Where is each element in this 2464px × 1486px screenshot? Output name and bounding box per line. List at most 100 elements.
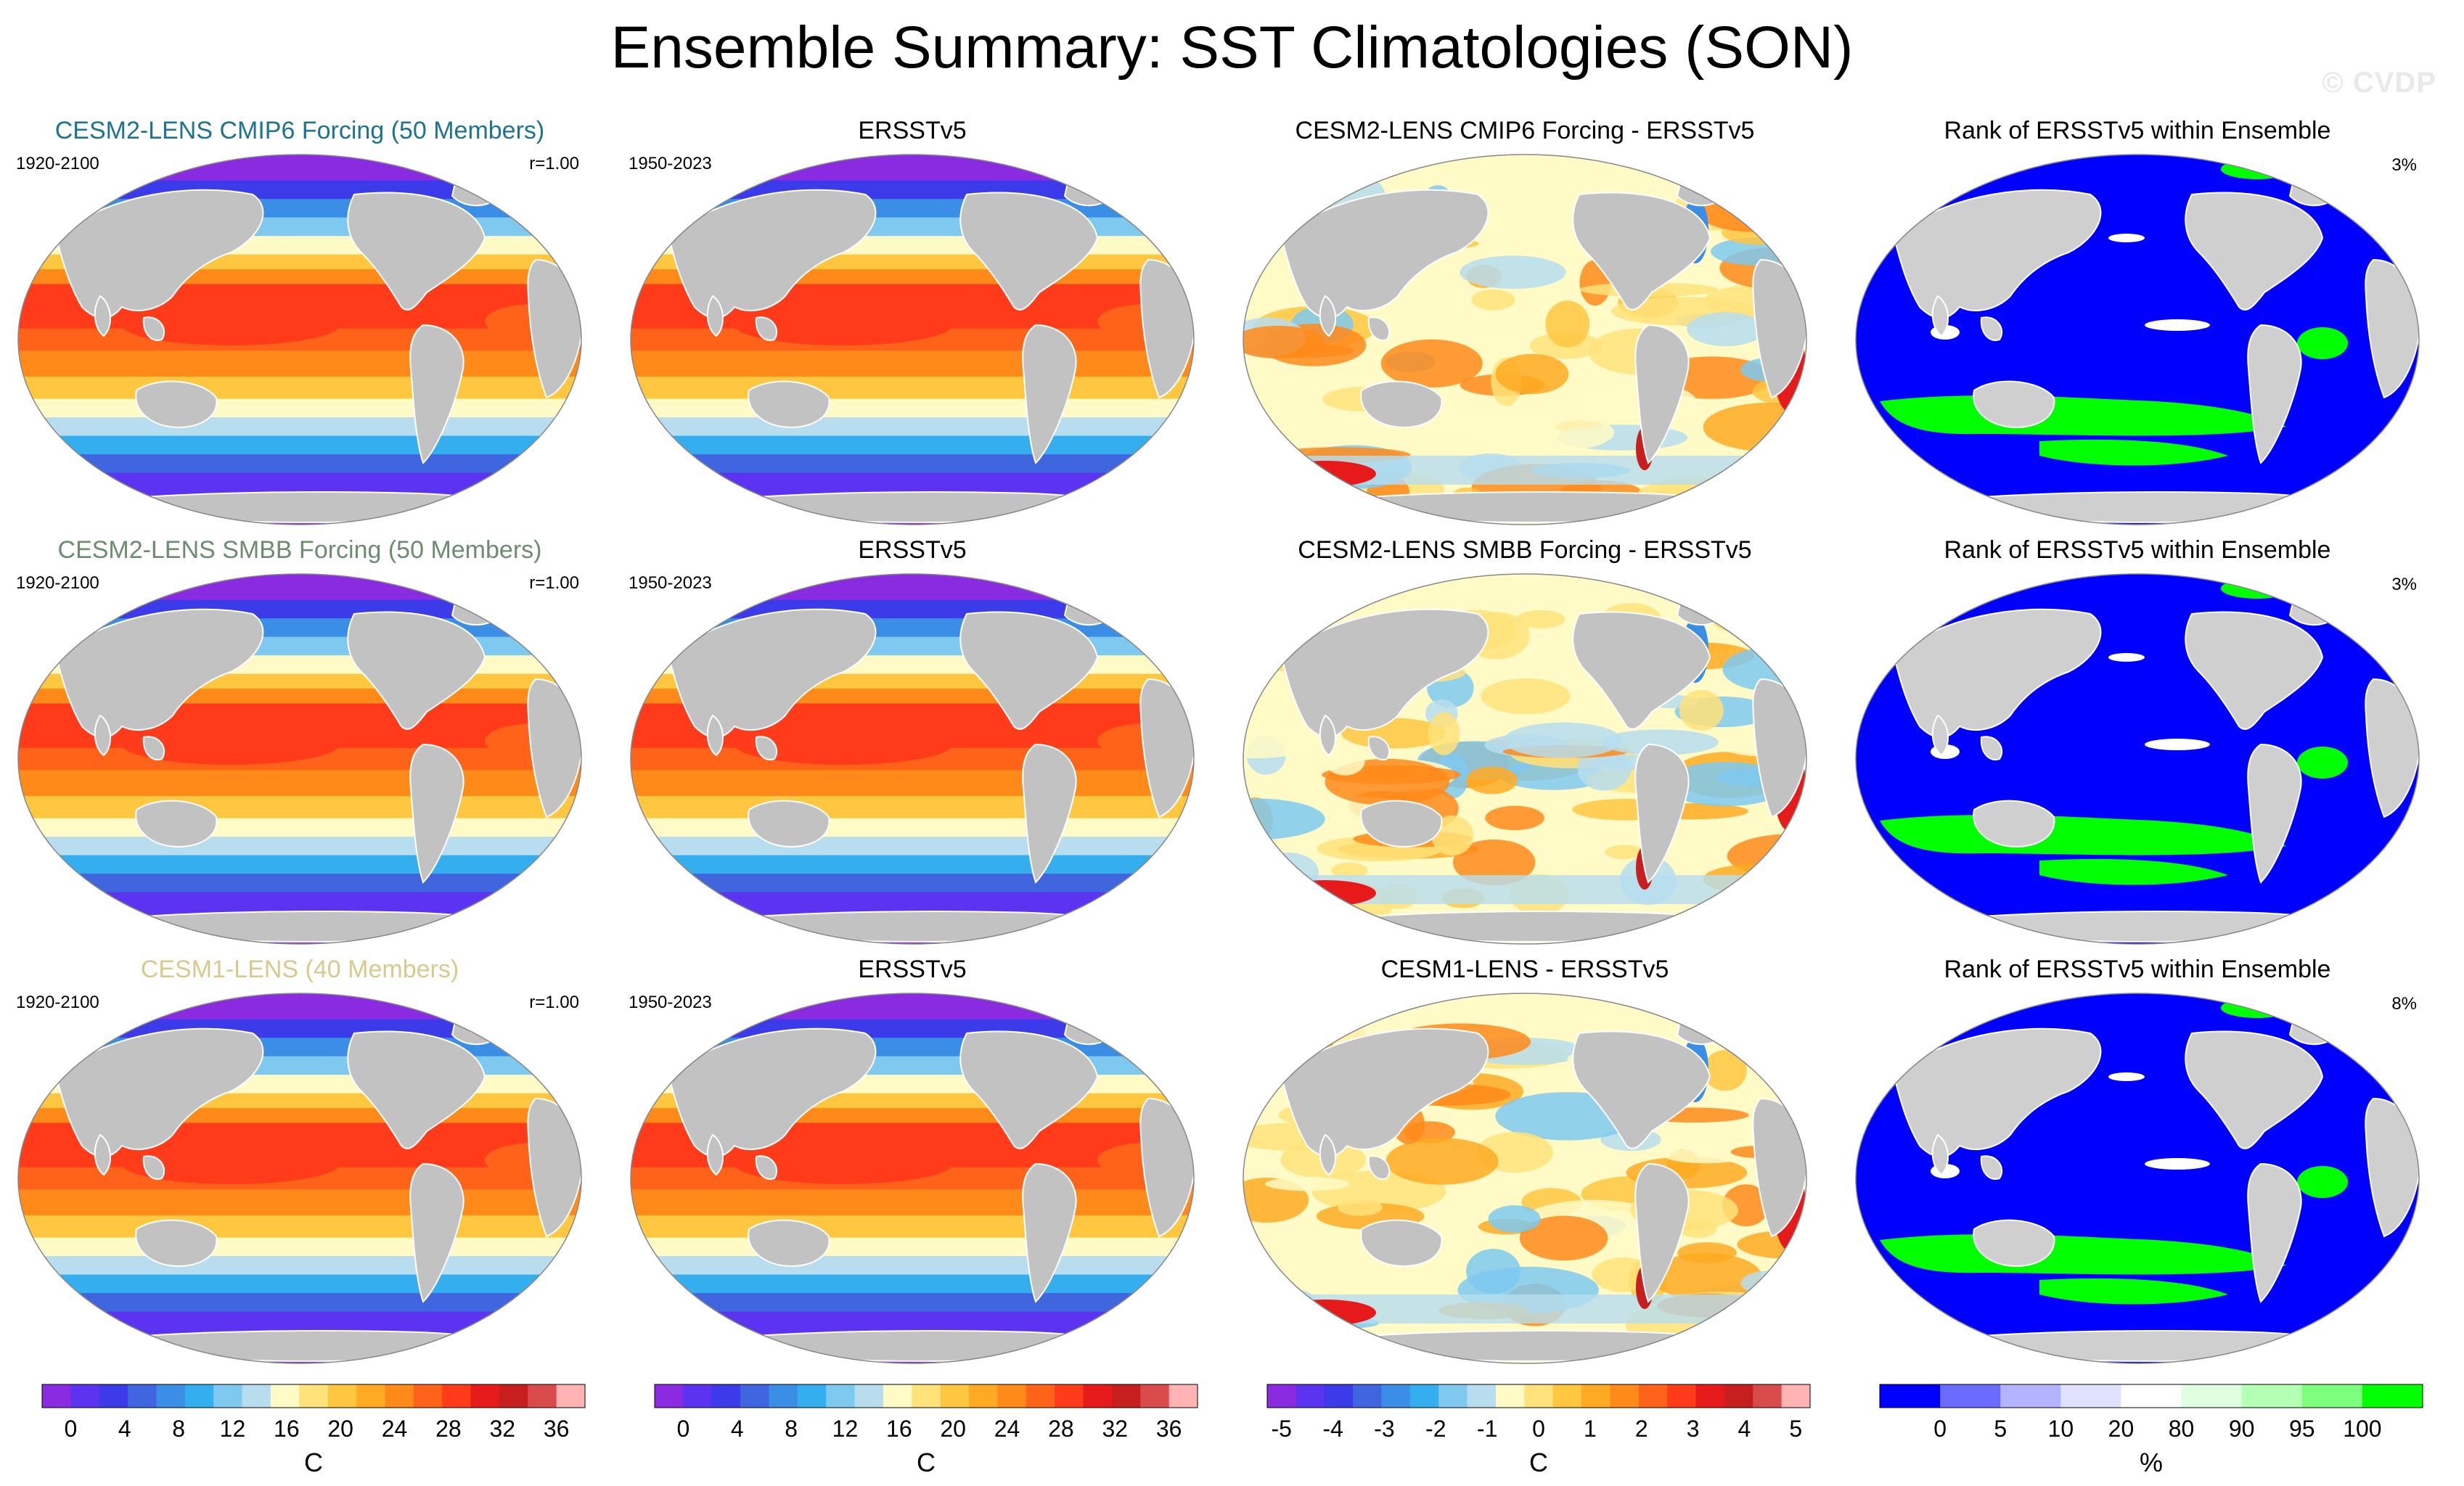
- colorbar-tick-label: 1: [1584, 1416, 1597, 1442]
- colorbar-swatch: [883, 1384, 912, 1408]
- colorbar-swatch: [385, 1384, 414, 1408]
- colorbar-swatch: [1324, 1384, 1354, 1408]
- colorbar-swatch: [42, 1384, 71, 1408]
- colorbar-swatch: [184, 1384, 214, 1408]
- colorbar-tick-label: 90: [2229, 1416, 2255, 1442]
- rank-percent-label: 8%: [2391, 994, 2417, 1014]
- colorbar-swatch: [1610, 1384, 1640, 1408]
- colorbar-swatch: [156, 1384, 186, 1408]
- colorbar-swatch: [940, 1384, 970, 1408]
- colorbar-unit-label: C: [917, 1448, 936, 1477]
- colorbar-tick-label: 0: [1933, 1416, 1947, 1442]
- colorbar-tick-label: -1: [1477, 1416, 1497, 1442]
- colorbar-swatch: [528, 1384, 557, 1408]
- colorbar-swatch: [1168, 1384, 1198, 1408]
- colorbar-swatch: [2060, 1384, 2121, 1408]
- colorbar-tick-label: 20: [327, 1416, 353, 1442]
- period-label: 1920-2100: [16, 573, 99, 593]
- sst-climatology-model-map: [17, 573, 582, 945]
- period-label: 1950-2023: [629, 154, 712, 173]
- colorbar-swatch: [1353, 1384, 1382, 1408]
- period-label: 1920-2100: [16, 154, 99, 173]
- colorbar-tick-label: 8: [785, 1416, 798, 1442]
- colorbar-swatch: [99, 1384, 128, 1408]
- colorbar-swatch: [1438, 1384, 1468, 1408]
- colorbar-unit-label: C: [304, 1448, 323, 1477]
- colorbar-tick-label: -2: [1425, 1416, 1446, 1442]
- colorbar-swatch: [1467, 1384, 1497, 1408]
- colorbar-swatch: [2362, 1384, 2423, 1408]
- difference-colorbar: -5 -4 -3 -2 -1 0 1 2 3 4 5 C: [1266, 1384, 1811, 1477]
- colorbar-swatch: [1267, 1384, 1296, 1408]
- colorbar-swatch: [1552, 1384, 1582, 1408]
- colorbar-swatch: [1495, 1384, 1525, 1408]
- panel-title-model: CESM1-LENS (40 Members): [140, 956, 459, 983]
- sst-climatology-obs-map: [630, 573, 1195, 945]
- panel-title-model: CESM2-LENS CMIP6 Forcing (50 Members): [54, 117, 545, 144]
- period-label: 1920-2100: [16, 993, 99, 1012]
- colorbar-swatch: [1083, 1384, 1113, 1408]
- rank-map: [1855, 993, 2420, 1364]
- colorbar-swatch: [1026, 1384, 1055, 1408]
- colorbar-tick-label: 10: [2048, 1416, 2074, 1442]
- colorbar-swatch: [1940, 1384, 2001, 1408]
- colorbar-unit-label: %: [2140, 1448, 2163, 1477]
- cvdp-watermark: © CVDP: [2322, 67, 2436, 99]
- panel-title-diff: CESM2-LENS CMIP6 Forcing - ERSSTv5: [1295, 117, 1755, 144]
- colorbar-swatch: [1055, 1384, 1084, 1408]
- colorbar-tick-label: 12: [220, 1416, 246, 1442]
- sst-difference-map: [1243, 573, 1807, 945]
- colorbar-tick-label: 20: [2108, 1416, 2134, 1442]
- rank-percent-label: 3%: [2391, 575, 2417, 594]
- colorbar-swatch: [826, 1384, 856, 1408]
- rank-map: [1855, 573, 2420, 945]
- colorbar-swatch: [1381, 1384, 1411, 1408]
- colorbar-tick-label: 3: [1687, 1416, 1700, 1442]
- colorbar-swatch: [70, 1384, 100, 1408]
- colorbar-swatch: [270, 1384, 300, 1408]
- colorbar-swatch: [1638, 1384, 1668, 1408]
- colorbar-swatch: [2000, 1384, 2061, 1408]
- sst-difference-map: [1243, 993, 1807, 1364]
- colorbar-tick-label: 20: [940, 1416, 966, 1442]
- colorbar-swatch: [327, 1384, 357, 1408]
- colorbar-tick-label: 2: [1635, 1416, 1648, 1442]
- colorbar-tick-label: 36: [544, 1416, 570, 1442]
- panel-title-diff: CESM2-LENS SMBB Forcing - ERSSTv5: [1298, 536, 1752, 564]
- colorbar-swatch: [1695, 1384, 1725, 1408]
- pattern-correlation-label: r=1.00: [529, 573, 579, 593]
- colorbar-swatch: [470, 1384, 500, 1408]
- colorbar-tick-label: 5: [1789, 1416, 1802, 1442]
- panel-title-obs: ERSSTv5: [858, 536, 967, 564]
- pattern-correlation-label: r=1.00: [529, 154, 579, 173]
- rank-colorbar: 0 5 10 20 80 90 95 100%: [1879, 1384, 2423, 1477]
- panel-title-obs: ERSSTv5: [858, 956, 967, 983]
- colorbar-tick-label: 100: [2343, 1416, 2381, 1442]
- rank-map: [1855, 154, 2420, 525]
- colorbar-swatch: [213, 1384, 243, 1408]
- colorbar-swatch: [912, 1384, 941, 1408]
- colorbar-tick-label: 32: [489, 1416, 515, 1442]
- colorbar-swatch: [1781, 1384, 1811, 1408]
- colorbar-tick-label: 24: [382, 1416, 408, 1442]
- colorbar-swatch: [997, 1384, 1027, 1408]
- sst-climatology-model-map: [17, 993, 582, 1364]
- colorbar-swatch: [1140, 1384, 1170, 1408]
- colorbar-tick-label: 32: [1102, 1416, 1128, 1442]
- colorbar-tick-label: -5: [1271, 1416, 1291, 1442]
- sst-colorbar: 0 4 8 12 16 20 24 28 32 36 C: [654, 1384, 1198, 1477]
- colorbar-tick-label: -3: [1374, 1416, 1394, 1442]
- colorbar-tick-label: 28: [435, 1416, 462, 1442]
- colorbar-tick-label: 8: [172, 1416, 185, 1442]
- colorbar-swatch: [1111, 1384, 1141, 1408]
- colorbar-tick-label: 4: [731, 1416, 744, 1442]
- rank-percent-label: 3%: [2391, 155, 2417, 175]
- pattern-correlation-label: r=1.00: [529, 993, 579, 1012]
- sst-climatology-obs-map: [630, 154, 1195, 525]
- colorbar-swatch: [356, 1384, 385, 1408]
- sst-climatology-model-map: [17, 154, 582, 525]
- colorbar-tick-label: 0: [1532, 1416, 1545, 1442]
- colorbar-swatch: [769, 1384, 798, 1408]
- colorbar-swatch: [854, 1384, 884, 1408]
- colorbar-swatch: [797, 1384, 827, 1408]
